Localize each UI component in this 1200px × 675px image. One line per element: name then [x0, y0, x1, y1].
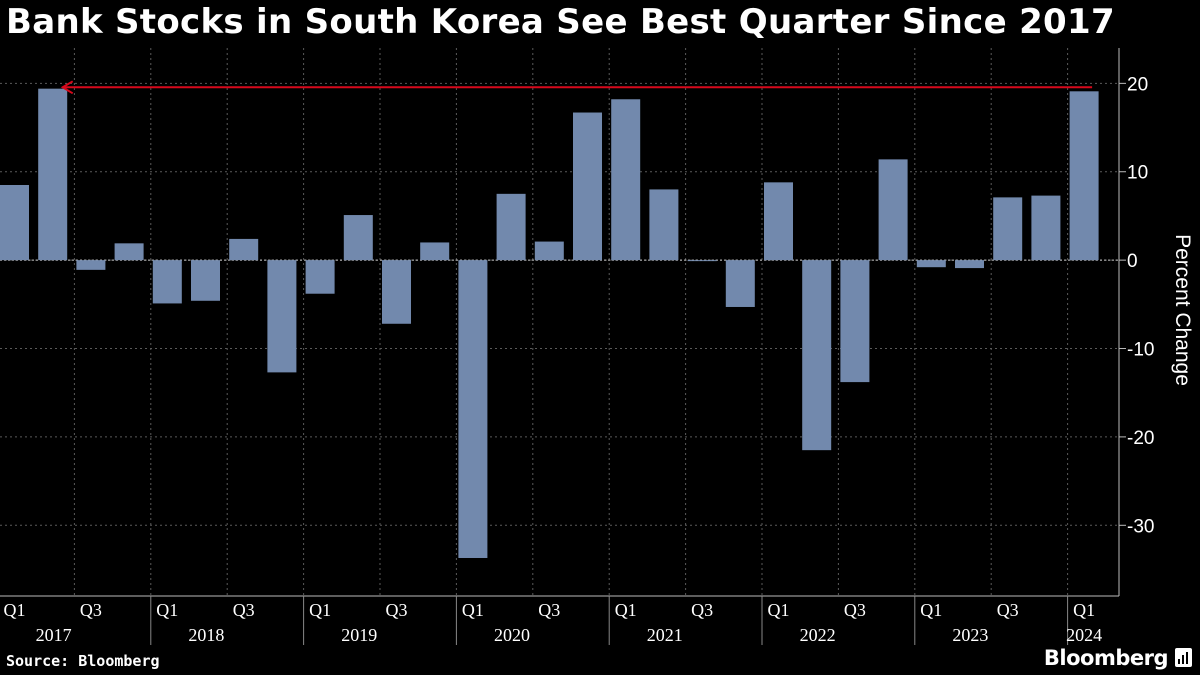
y-tick-label: -10	[1127, 340, 1154, 361]
x-tick-label: Q3	[538, 600, 560, 620]
x-year-label: 2021	[647, 625, 683, 645]
bar	[649, 189, 679, 261]
bar	[152, 260, 182, 304]
bar	[764, 182, 793, 261]
bar	[802, 260, 832, 451]
x-tick-label: Q1	[615, 600, 637, 620]
bar	[0, 185, 29, 261]
bar	[916, 260, 946, 268]
bar	[534, 241, 564, 261]
x-year-label: 2023	[952, 625, 988, 645]
x-tick-label: Q3	[80, 600, 102, 620]
bar	[76, 260, 106, 270]
x-tick-label: Q3	[233, 600, 255, 620]
source-note: Source: Bloomberg	[6, 652, 160, 670]
bar	[1069, 91, 1099, 261]
x-tick-label: Q1	[156, 600, 178, 620]
x-tick-label: Q1	[1073, 600, 1095, 620]
y-tick-label: 0	[1127, 251, 1138, 272]
bar	[573, 112, 602, 261]
bar	[955, 260, 984, 269]
x-tick-label: Q3	[844, 600, 866, 620]
y-tick-label: 10	[1127, 163, 1148, 184]
x-tick-label: Q1	[920, 600, 942, 620]
x-year-label: 2018	[188, 625, 224, 645]
bar	[687, 260, 717, 262]
bar	[38, 88, 68, 261]
grid-layer	[0, 48, 1119, 596]
bar	[878, 159, 908, 261]
x-tick-label: Q3	[386, 600, 408, 620]
bar	[458, 260, 488, 558]
bar	[993, 197, 1023, 261]
annotation-arrow-head	[60, 80, 74, 95]
y-tick-label: 20	[1127, 74, 1148, 95]
annotation-layer	[60, 80, 1093, 95]
x-tick-label: Q1	[309, 600, 331, 620]
x-year-label: 2022	[800, 625, 836, 645]
bloomberg-logo-text: Bloomberg	[1043, 646, 1169, 670]
y-axis-label: Percent Change	[1171, 234, 1194, 386]
x-year-label: 2019	[341, 625, 377, 645]
bar	[496, 193, 526, 261]
bar	[611, 99, 641, 261]
bar-layer	[0, 88, 1099, 558]
x-tick-label: Q3	[691, 600, 713, 620]
x-year-label: 2020	[494, 625, 530, 645]
bar	[840, 260, 870, 383]
x-year-label: 2017	[36, 625, 72, 645]
bar	[420, 242, 450, 261]
bar	[725, 260, 755, 307]
chart-title: Bank Stocks in South Korea See Best Quar…	[6, 2, 1115, 42]
x-tick-label: Q1	[4, 600, 26, 620]
bar	[229, 238, 259, 261]
x-tick-label: Q3	[997, 600, 1019, 620]
bloomberg-badge-icon	[1175, 648, 1192, 667]
x-tick-label: Q1	[462, 600, 484, 620]
x-year-label: 2024	[1066, 625, 1102, 645]
bar	[267, 260, 297, 373]
axis-layer: 20 10 0 -10 -20 -30 Q1 Q3 2017 Q1 Q3 2018 Q1 Q3 2019 Q1…	[0, 48, 1154, 645]
bar	[305, 260, 335, 294]
bar	[191, 260, 220, 301]
bar	[114, 243, 144, 261]
bar	[343, 215, 373, 261]
x-tick-label: Q1	[768, 600, 790, 620]
bar	[1031, 195, 1061, 261]
y-tick-label: -30	[1127, 516, 1154, 537]
bar	[382, 260, 411, 324]
y-tick-label: -20	[1127, 428, 1154, 449]
